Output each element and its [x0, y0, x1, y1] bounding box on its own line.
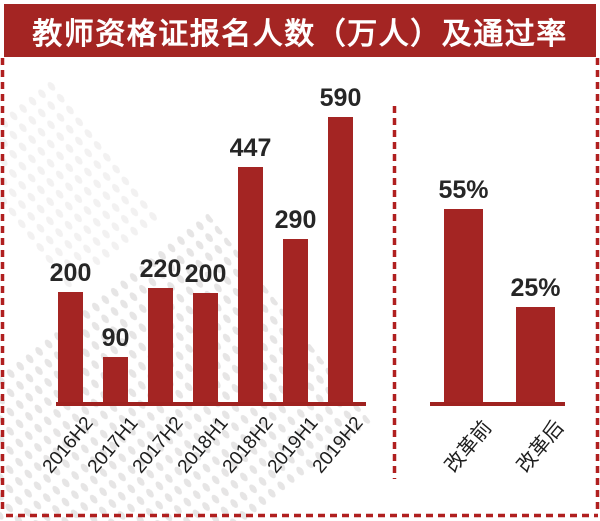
bar-2017h2 [148, 288, 173, 402]
bar-2016h2 [58, 292, 83, 402]
tick-label: 改革后 [512, 416, 568, 477]
bar-2019h2 [328, 117, 353, 402]
page-title: 教师资格证报名人数（万人）及通过率 [32, 17, 568, 51]
bar-2018h1 [193, 293, 218, 402]
bar-2018h2 [238, 167, 263, 402]
bar-2019h1 [283, 239, 308, 402]
value-label: 200 [184, 260, 227, 288]
value-label: 55% [438, 176, 489, 204]
value-label: 447 [229, 134, 272, 162]
value-label: 200 [49, 259, 92, 287]
bar-改革前 [444, 209, 483, 402]
tick-label: 改革前 [440, 416, 496, 477]
bar-改革后 [516, 307, 555, 402]
value-label: 90 [101, 324, 130, 352]
value-label: 590 [319, 84, 362, 112]
x-axis [430, 402, 565, 406]
title-banner: 教师资格证报名人数（万人）及通过率 [4, 4, 596, 57]
bar-2017h1 [103, 357, 128, 402]
value-label: 290 [274, 206, 317, 234]
value-label: 220 [139, 255, 182, 283]
value-label: 25% [510, 274, 561, 302]
x-axis [56, 402, 366, 406]
